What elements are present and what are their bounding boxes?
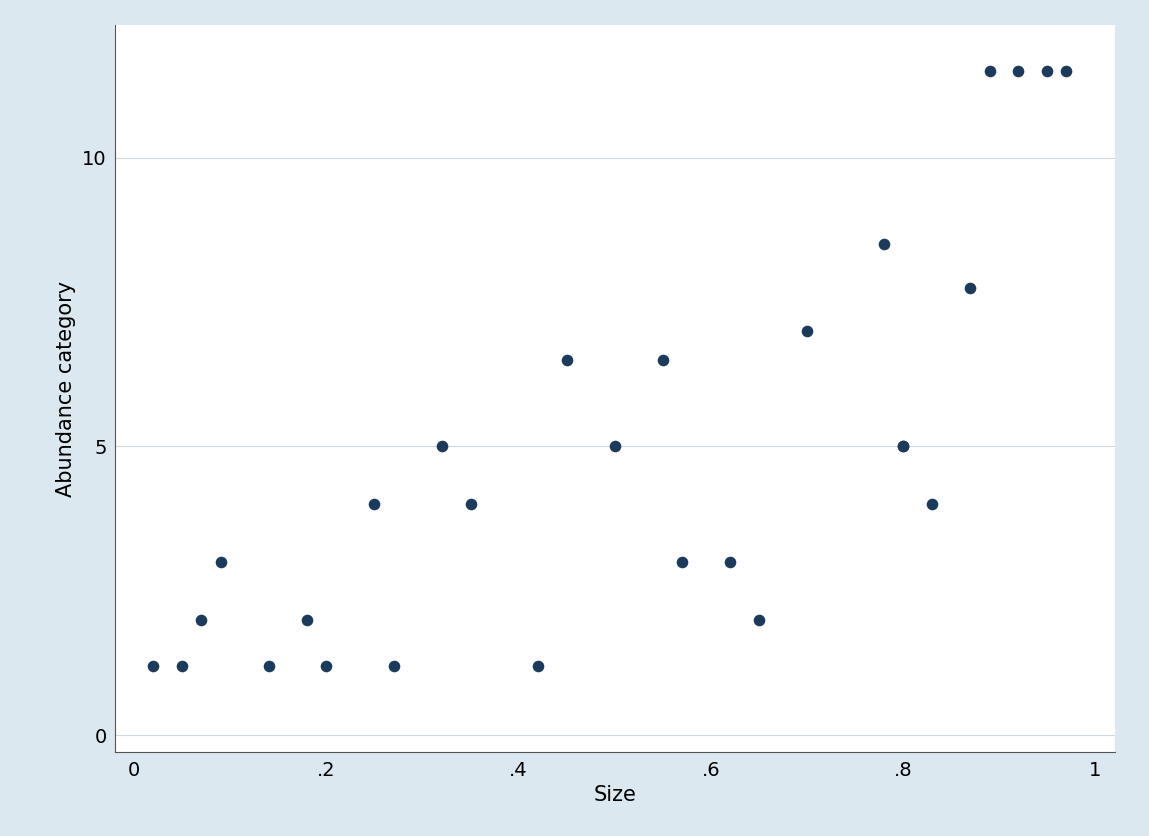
Point: [749, 613, 768, 626]
Point: [980, 64, 998, 78]
Point: [654, 353, 672, 366]
Point: [962, 281, 980, 294]
Point: [923, 497, 941, 511]
Point: [173, 659, 192, 672]
Point: [144, 659, 162, 672]
Point: [797, 324, 816, 338]
Point: [894, 440, 912, 453]
Point: [894, 440, 912, 453]
Point: [298, 613, 316, 626]
Y-axis label: Abundance category: Abundance category: [56, 281, 76, 497]
Point: [432, 440, 450, 453]
Point: [720, 555, 739, 568]
Point: [211, 555, 230, 568]
Point: [385, 659, 403, 672]
Point: [673, 555, 692, 568]
Point: [192, 613, 210, 626]
Point: [606, 440, 624, 453]
Point: [529, 659, 547, 672]
Point: [874, 237, 893, 251]
Point: [557, 353, 576, 366]
Point: [1038, 64, 1056, 78]
Point: [365, 497, 384, 511]
Point: [1009, 64, 1027, 78]
X-axis label: Size: Size: [593, 785, 637, 805]
Point: [462, 497, 480, 511]
Point: [260, 659, 278, 672]
Point: [317, 659, 336, 672]
Point: [1057, 64, 1075, 78]
